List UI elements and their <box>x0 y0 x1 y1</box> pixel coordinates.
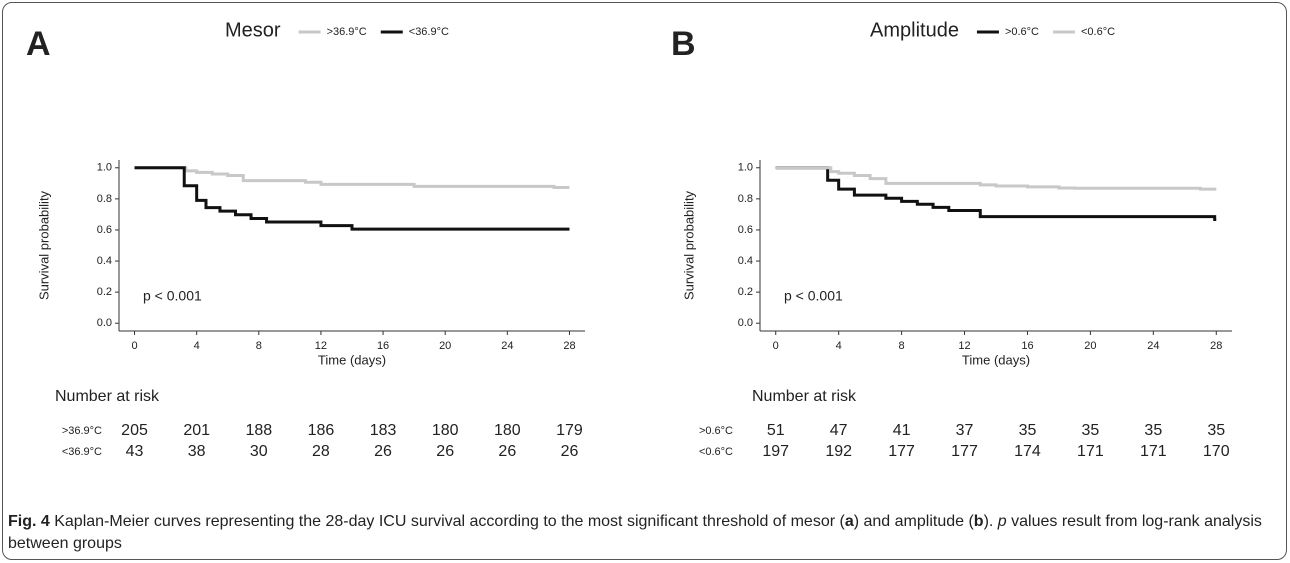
y-axis-label: Survival probability <box>681 190 696 300</box>
x-tick-label: 28 <box>1210 340 1222 352</box>
risk-value: 183 <box>370 422 397 439</box>
x-tick-label: 12 <box>958 340 970 352</box>
caption-text: ) and amplitude ( <box>853 513 974 530</box>
risk-value: 37 <box>956 422 974 439</box>
risk-table-title: Number at risk <box>752 388 857 405</box>
risk-row-label: >0.6°C <box>699 425 733 437</box>
survival-curve <box>134 166 570 190</box>
risk-value: 26 <box>374 443 392 460</box>
risk-table-title: Number at risk <box>55 388 160 405</box>
caption-text: ). <box>983 513 998 530</box>
chart-title: Mesor <box>225 19 281 41</box>
legend-label: <36.9°C <box>409 26 449 38</box>
risk-value: 35 <box>1019 422 1037 439</box>
y-tick-label: 0.4 <box>738 255 753 267</box>
caption-text: Kaplan-Meier curves representing the 28-… <box>49 513 845 530</box>
y-tick-label: 1.0 <box>97 162 112 174</box>
x-tick-label: 16 <box>377 340 389 352</box>
x-tick-label: 28 <box>563 340 575 352</box>
caption: Fig. 4 Kaplan-Meier curves representing … <box>8 511 1278 555</box>
y-tick-label: 0.2 <box>738 286 753 298</box>
annotation: p < 0.001 <box>143 288 202 304</box>
caption-text: b <box>973 513 984 530</box>
risk-value: 26 <box>436 443 454 460</box>
risk-value: 179 <box>556 422 583 439</box>
risk-value: 177 <box>951 443 978 460</box>
x-tick-label: 16 <box>1021 340 1033 352</box>
risk-value: 30 <box>250 443 268 460</box>
survival-curve <box>134 166 570 231</box>
risk-value: 174 <box>1014 443 1041 460</box>
risk-row-label: <0.6°C <box>699 446 733 458</box>
y-tick-label: 0.6 <box>97 224 112 236</box>
x-tick-label: 20 <box>1084 340 1096 352</box>
risk-value: 171 <box>1140 443 1167 460</box>
x-tick-label: 4 <box>194 340 200 352</box>
panel-letter: B <box>671 25 696 63</box>
caption-text: p <box>997 513 1007 530</box>
x-axis-label: Time (days) <box>962 352 1030 367</box>
risk-value: 26 <box>561 443 579 460</box>
y-tick-label: 0.2 <box>97 286 112 298</box>
y-tick-label: 0.6 <box>738 224 753 236</box>
y-tick-label: 1.0 <box>738 162 753 174</box>
caption-text: values result from log-rank analysis bet… <box>8 513 1262 552</box>
risk-value: 201 <box>183 422 210 439</box>
risk-value: 180 <box>432 422 459 439</box>
annotation: p < 0.001 <box>784 288 843 304</box>
caption-label: Fig. 4 <box>8 513 50 530</box>
risk-value: 170 <box>1203 443 1230 460</box>
y-tick-label: 0.8 <box>738 193 753 205</box>
figure: A Mesor >36.9°C <36.9°C 0.0 0.2 0.4 0.6 0.8 1.0 0 4… <box>26 19 1232 460</box>
risk-value: 35 <box>1082 422 1100 439</box>
chart-title: Amplitude <box>870 19 959 41</box>
risk-value: 47 <box>830 422 848 439</box>
risk-value: 38 <box>188 443 206 460</box>
x-tick-label: 8 <box>899 340 905 352</box>
x-tick-label: 0 <box>131 340 137 352</box>
x-tick-label: 12 <box>315 340 327 352</box>
x-axis-label: Time (days) <box>318 352 386 367</box>
y-tick-label: 0.8 <box>97 193 112 205</box>
risk-value: 205 <box>121 422 148 439</box>
risk-value: 43 <box>126 443 144 460</box>
risk-value: 177 <box>888 443 915 460</box>
risk-row-label: >36.9°C <box>62 425 102 437</box>
panel-letter: A <box>26 25 51 63</box>
caption-text: a <box>844 513 854 530</box>
risk-value: 171 <box>1077 443 1104 460</box>
legend-label: >0.6°C <box>1005 26 1039 38</box>
risk-value: 192 <box>825 443 852 460</box>
risk-value: 188 <box>245 422 272 439</box>
y-tick-label: 0.4 <box>97 255 112 267</box>
x-tick-label: 0 <box>773 340 779 352</box>
x-tick-label: 24 <box>501 340 513 352</box>
x-tick-label: 24 <box>1147 340 1159 352</box>
legend-label: >36.9°C <box>327 26 367 38</box>
x-tick-label: 4 <box>836 340 842 352</box>
y-axis-label: Survival probability <box>36 190 51 300</box>
risk-value: 186 <box>308 422 335 439</box>
risk-value: 180 <box>494 422 521 439</box>
legend-label: <0.6°C <box>1081 26 1115 38</box>
risk-value: 35 <box>1207 422 1225 439</box>
survival-curve <box>775 166 1217 222</box>
risk-value: 41 <box>893 422 911 439</box>
y-tick-label: 0.0 <box>738 317 753 329</box>
risk-row-label: <36.9°C <box>62 446 102 458</box>
risk-value: 51 <box>767 422 785 439</box>
risk-value: 197 <box>762 443 789 460</box>
risk-value: 35 <box>1144 422 1162 439</box>
x-tick-label: 20 <box>439 340 451 352</box>
risk-value: 28 <box>312 443 330 460</box>
x-tick-label: 8 <box>256 340 262 352</box>
survival-curve <box>775 166 1217 191</box>
y-tick-label: 0.0 <box>97 317 112 329</box>
risk-value: 26 <box>498 443 516 460</box>
